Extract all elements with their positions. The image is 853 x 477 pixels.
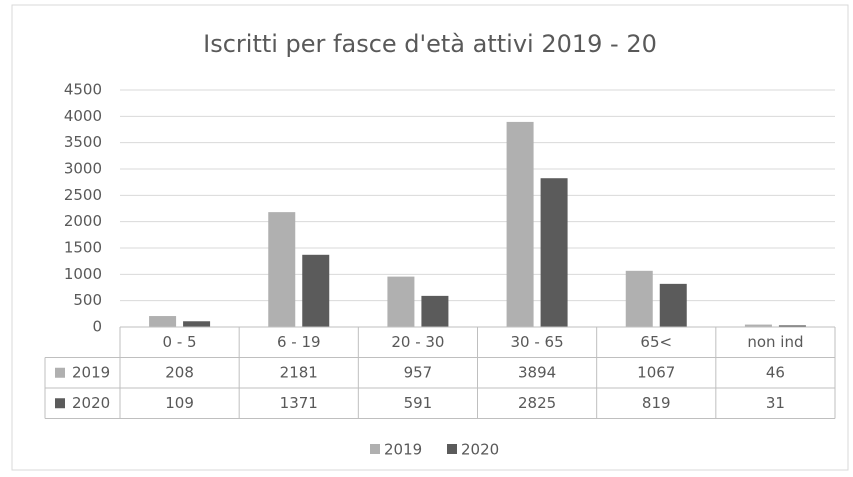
table-cell: 109 xyxy=(165,394,194,412)
bar xyxy=(540,178,568,327)
bar xyxy=(302,254,330,327)
table-header: 30 - 65 xyxy=(511,333,564,351)
y-tick-label: 3000 xyxy=(64,160,102,178)
bar xyxy=(744,324,772,327)
table-row-label: 2020 xyxy=(72,394,110,412)
bar xyxy=(387,276,415,327)
y-tick-label: 1000 xyxy=(64,265,102,283)
y-tick-label: 4500 xyxy=(64,81,102,99)
table-cell: 957 xyxy=(404,363,433,381)
bar xyxy=(183,321,211,327)
y-tick-label: 0 xyxy=(92,318,102,336)
y-tick-label: 1500 xyxy=(64,239,102,257)
bar xyxy=(149,316,177,327)
table-cell: 591 xyxy=(404,394,433,412)
bar xyxy=(421,295,449,327)
table-cell: 1067 xyxy=(637,363,675,381)
bar xyxy=(659,283,687,327)
table-cell: 2181 xyxy=(280,363,318,381)
y-tick-label: 2500 xyxy=(64,186,102,204)
legend-label: 2019 xyxy=(384,441,422,459)
table-header: 20 - 30 xyxy=(391,333,444,351)
chart-title: Iscritti per fasce d'età attivi 2019 - 2… xyxy=(203,30,657,58)
bar xyxy=(506,121,534,327)
y-tick-label: 3500 xyxy=(64,133,102,151)
table-key xyxy=(55,367,65,378)
bar xyxy=(778,325,806,327)
table-cell: 819 xyxy=(642,394,671,412)
y-tick-label: 2000 xyxy=(64,212,102,230)
legend-key xyxy=(370,444,380,454)
bar xyxy=(625,270,653,327)
bar xyxy=(268,212,296,327)
legend-label: 2020 xyxy=(461,441,499,459)
table-cell: 208 xyxy=(165,363,194,381)
table-header: 0 - 5 xyxy=(163,333,197,351)
chart-frame xyxy=(11,4,849,471)
table-cell: 31 xyxy=(766,394,785,412)
table-header: non ind xyxy=(747,333,803,351)
table-key xyxy=(55,398,65,409)
table-cell: 1371 xyxy=(280,394,318,412)
table-cell: 3894 xyxy=(518,363,556,381)
y-tick-label: 4000 xyxy=(64,107,102,125)
table-row-label: 2019 xyxy=(72,363,110,381)
table-header: 65< xyxy=(640,333,672,351)
y-tick-label: 500 xyxy=(73,291,102,309)
legend-key xyxy=(447,444,457,454)
table-cell: 46 xyxy=(766,363,785,381)
table-header: 6 - 19 xyxy=(277,333,321,351)
table-cell: 2825 xyxy=(518,394,556,412)
